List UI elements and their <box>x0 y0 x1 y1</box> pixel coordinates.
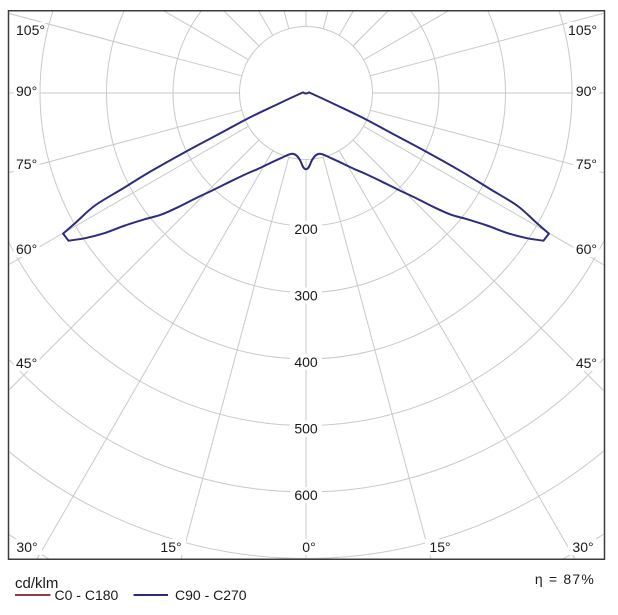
svg-text:η = 87%: η = 87% <box>535 571 595 587</box>
svg-text:300: 300 <box>294 288 318 304</box>
svg-text:cd/klm: cd/klm <box>15 575 58 592</box>
svg-text:90°: 90° <box>16 83 37 99</box>
svg-text:45°: 45° <box>576 355 597 371</box>
svg-text:15°: 15° <box>429 539 450 555</box>
svg-text:75°: 75° <box>16 156 37 172</box>
svg-text:30°: 30° <box>16 539 37 555</box>
svg-text:500: 500 <box>294 421 318 437</box>
svg-text:200: 200 <box>294 221 318 237</box>
svg-text:75°: 75° <box>576 156 597 172</box>
svg-text:90°: 90° <box>576 83 597 99</box>
svg-text:60°: 60° <box>576 241 597 257</box>
svg-text:0°: 0° <box>302 539 315 555</box>
svg-text:C0 - C180: C0 - C180 <box>55 587 119 603</box>
svg-text:30°: 30° <box>572 539 593 555</box>
svg-text:C90 - C270: C90 - C270 <box>175 587 247 603</box>
svg-text:105°: 105° <box>16 22 45 38</box>
svg-text:15°: 15° <box>160 539 181 555</box>
svg-text:45°: 45° <box>16 355 37 371</box>
svg-text:60°: 60° <box>16 241 37 257</box>
svg-text:105°: 105° <box>568 22 597 38</box>
svg-text:400: 400 <box>294 354 318 370</box>
svg-text:600: 600 <box>294 487 318 503</box>
